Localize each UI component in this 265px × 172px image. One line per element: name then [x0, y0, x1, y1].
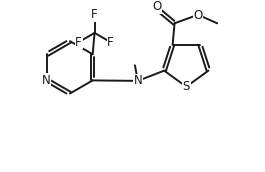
Text: F: F [107, 36, 114, 49]
Text: F: F [75, 36, 82, 49]
Text: N: N [134, 74, 142, 87]
Text: F: F [91, 8, 98, 21]
Text: O: O [193, 9, 202, 22]
Text: O: O [152, 0, 162, 13]
Text: S: S [183, 80, 190, 93]
Text: N: N [42, 74, 51, 87]
